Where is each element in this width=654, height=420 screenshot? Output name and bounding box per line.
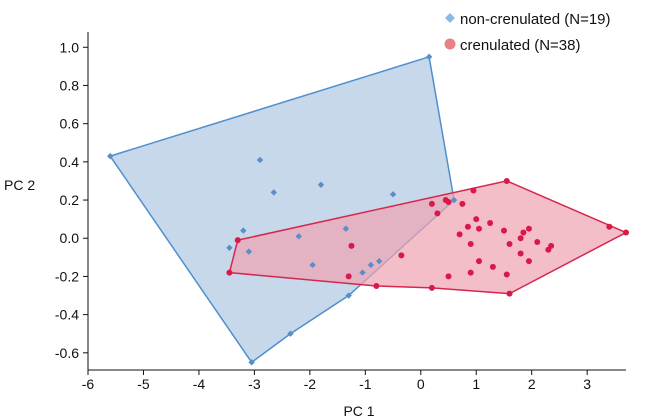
legend-item-non-crenulated: non-crenulated (N=19) [445,11,611,28]
point-non-crenulated [256,156,264,164]
point-non-crenulated [359,269,366,276]
point-crenulated [525,258,532,265]
y-tick-label: 0.4 [60,154,80,170]
x-tick-label: -2 [304,376,317,392]
point-crenulated [606,223,613,230]
axes [87,32,626,371]
point-crenulated [348,242,355,249]
point-non-crenulated [295,233,302,240]
point-crenulated [545,246,552,253]
legend-label-non-crenulated: non-crenulated (N=19) [460,11,611,28]
x-tick-label: -1 [359,376,372,392]
point-non-crenulated [248,359,255,366]
point-crenulated [489,263,496,270]
point-crenulated [517,235,524,242]
point-crenulated [517,250,524,257]
legend-marker-circle [444,38,456,50]
point-crenulated [428,284,435,291]
y-ticks: 1.0 0.8 0.6 0.4 0.2 0.0 -0.2 -0.4 -0.6 [55,39,88,361]
point-crenulated [525,225,532,232]
hull-layer [108,55,628,364]
point-non-crenulated [345,292,352,299]
x-tick-label: -5 [137,376,150,392]
point-crenulated [473,216,480,223]
point-crenulated [467,269,474,276]
legend: non-crenulated (N=19) crenulated (N=38) [444,11,611,54]
point-crenulated [520,229,527,236]
point-crenulated [459,200,466,207]
point-non-crenulated [240,227,247,234]
point-crenulated [456,231,463,238]
point-crenulated [434,210,441,217]
x-tick-label: 0 [417,376,425,392]
point-non-crenulated [342,225,350,232]
point-layer [106,53,629,366]
x-ticks: -6 -5 -4 -3 -2 -1 0 1 2 3 [82,370,591,392]
point-crenulated [500,227,507,234]
point-crenulated [398,252,405,259]
hull-crenulated [228,180,628,295]
point-non-crenulated [309,261,316,269]
point-non-crenulated [287,330,294,337]
point-non-crenulated [367,261,375,269]
point-crenulated [487,219,494,226]
point-non-crenulated [317,181,325,188]
x-tick-label: 2 [528,376,536,392]
point-crenulated [373,282,380,289]
legend-marker-diamond [445,13,455,23]
legend-item-crenulated: crenulated (N=38) [444,37,580,54]
point-crenulated [445,273,452,280]
point-crenulated [234,237,241,244]
point-non-crenulated [375,257,383,265]
point-non-crenulated [450,196,458,204]
point-crenulated [476,258,483,265]
y-tick-label: 0.8 [60,77,80,93]
y-tick-label: -0.2 [55,268,79,284]
x-tick-label: 1 [472,376,480,392]
point-non-crenulated [245,248,253,255]
point-crenulated [503,271,510,278]
point-crenulated [534,239,541,246]
point-crenulated [470,187,477,194]
point-crenulated [464,223,471,230]
point-non-crenulated [226,244,233,251]
point-crenulated [503,177,510,184]
point-non-crenulated [425,53,433,61]
point-non-crenulated [389,191,397,198]
y-axis-label: PC 2 [4,177,35,193]
y-tick-label: 1.0 [60,39,80,55]
x-axis-label: PC 1 [343,403,374,419]
legend-label-crenulated: crenulated (N=38) [460,37,580,54]
point-crenulated [623,229,629,236]
x-tick-label: 3 [583,376,591,392]
point-crenulated [467,240,474,247]
point-crenulated [506,240,513,247]
point-crenulated [476,225,483,232]
y-tick-label: 0.2 [60,192,80,208]
y-tick-label: -0.6 [55,345,79,361]
point-crenulated [428,200,435,207]
x-tick-label: -4 [193,376,206,392]
point-crenulated [345,273,352,280]
y-tick-label: 0.6 [60,116,80,132]
x-tick-label: -6 [82,376,95,392]
point-crenulated [506,290,513,297]
y-tick-label: -0.4 [55,307,79,323]
y-tick-label: 0.0 [60,230,80,246]
point-non-crenulated [106,152,114,160]
point-crenulated [226,269,233,276]
x-tick-label: -3 [248,376,261,392]
point-crenulated [445,198,452,205]
point-non-crenulated [270,189,278,196]
